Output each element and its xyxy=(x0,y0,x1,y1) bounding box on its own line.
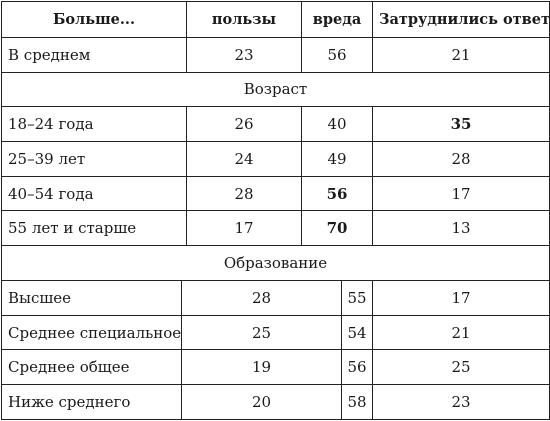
harm-cell: 70 xyxy=(301,210,373,247)
benefit-cell: 26 xyxy=(186,106,302,142)
header-benefit: пользы xyxy=(186,1,302,38)
table-row: Среднее специальное 25 54 21 xyxy=(1,314,550,351)
benefit-cell: 20 xyxy=(181,384,342,420)
undecided-cell: 28 xyxy=(372,140,550,177)
average-row: В среднем 23 56 21 xyxy=(1,36,550,73)
row-label: 55 лет и старше xyxy=(1,210,187,247)
header-row: Больше... пользы вреда Затруднились отве… xyxy=(1,1,550,38)
row-label: 40–54 года xyxy=(1,175,187,212)
undecided-cell: 17 xyxy=(372,279,550,316)
harm-cell: 58 xyxy=(341,384,373,420)
row-label: Среднее специальное xyxy=(1,314,182,351)
table-row: Среднее общее 19 56 25 xyxy=(1,349,550,386)
education-section-row: Образование xyxy=(1,245,550,281)
harm-cell: 55 xyxy=(341,279,373,316)
undecided-cell: 21 xyxy=(372,36,550,73)
harm-cell: 54 xyxy=(341,314,373,351)
table-row: 55 лет и старше 17 70 13 xyxy=(1,210,550,247)
row-label: Среднее общее xyxy=(1,349,182,386)
benefit-cell: 28 xyxy=(181,279,342,316)
age-section-title: Возраст xyxy=(1,71,550,108)
table-row: Высшее 28 55 17 xyxy=(1,279,550,316)
undecided-cell: 17 xyxy=(372,175,550,212)
benefit-cell: 19 xyxy=(181,349,342,386)
undecided-cell: 13 xyxy=(372,210,550,247)
undecided-cell: 25 xyxy=(372,349,550,386)
header-undecided: Затруднились ответить xyxy=(372,1,550,38)
benefit-cell: 25 xyxy=(181,314,342,351)
row-label: 25–39 лет xyxy=(1,140,187,177)
benefit-cell: 23 xyxy=(186,36,302,73)
harm-cell: 56 xyxy=(301,175,373,212)
table-row: 18–24 года 26 40 35 xyxy=(1,106,550,142)
benefit-cell: 17 xyxy=(186,210,302,247)
row-label: Ниже среднего xyxy=(1,384,182,420)
table-row: 40–54 года 28 56 17 xyxy=(1,175,550,212)
undecided-cell: 23 xyxy=(372,384,550,420)
header-harm: вреда xyxy=(301,1,373,38)
harm-cell: 40 xyxy=(301,106,373,142)
benefit-cell: 28 xyxy=(186,175,302,212)
table-row: Ниже среднего 20 58 23 xyxy=(1,384,550,420)
undecided-cell: 35 xyxy=(372,106,550,142)
header-label: Больше... xyxy=(1,1,187,38)
harm-cell: 56 xyxy=(341,349,373,386)
row-label: 18–24 года xyxy=(1,106,187,142)
row-label: Высшее xyxy=(1,279,182,316)
age-section-row: Возраст xyxy=(1,71,550,108)
row-label: В среднем xyxy=(1,36,187,73)
undecided-cell: 21 xyxy=(372,314,550,351)
harm-cell: 49 xyxy=(301,140,373,177)
benefit-cell: 24 xyxy=(186,140,302,177)
table-row: 25–39 лет 24 49 28 xyxy=(1,140,550,177)
education-section-title: Образование xyxy=(1,245,550,281)
harm-cell: 56 xyxy=(301,36,373,73)
